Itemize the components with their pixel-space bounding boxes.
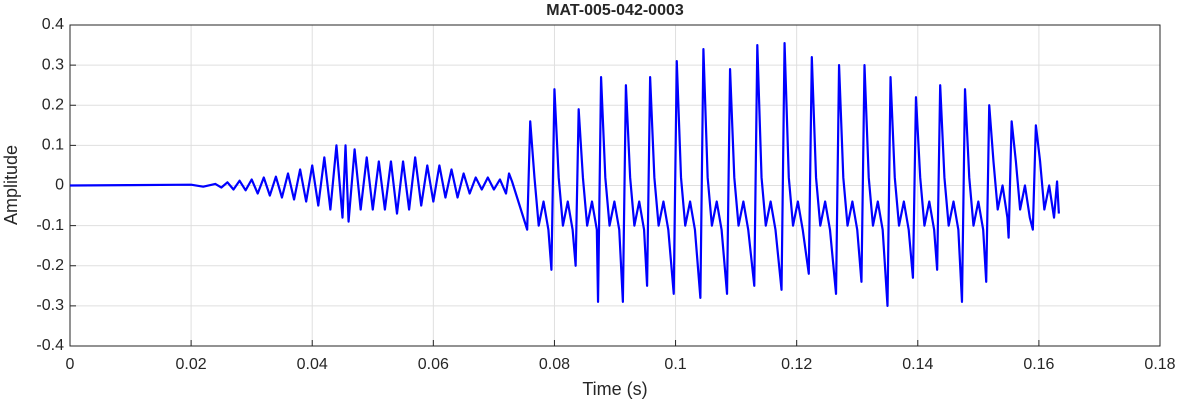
x-tick-label: 0.14	[902, 356, 933, 373]
chart-title: MAT-005-042-0003	[546, 2, 684, 19]
x-tick-label: 0.18	[1144, 356, 1175, 373]
y-tick-label: 0.1	[42, 137, 64, 154]
x-tick-label: 0.06	[418, 356, 449, 373]
x-tick-label: 0.12	[781, 356, 812, 373]
x-axis-label: Time (s)	[582, 379, 647, 399]
y-tick-label: 0	[55, 177, 64, 194]
x-tick-label: 0.04	[297, 356, 328, 373]
waveform-line	[69, 41, 1060, 307]
x-tick-label: 0	[66, 356, 75, 373]
y-tick-label: 0.3	[42, 56, 64, 73]
y-tick-label: -0.4	[36, 337, 64, 354]
y-tick-label: -0.2	[36, 257, 64, 274]
y-tick-label: 0.4	[42, 16, 64, 33]
x-tick-label: 0.16	[1023, 356, 1054, 373]
y-tick-label: -0.3	[36, 297, 64, 314]
y-axis-label: Amplitude	[1, 145, 21, 225]
x-tick-label: 0.1	[664, 356, 686, 373]
x-tick-label: 0.08	[539, 356, 570, 373]
x-tick-label: 0.02	[176, 356, 207, 373]
y-tick-label: 0.2	[42, 96, 64, 113]
y-tick-label: -0.1	[36, 217, 64, 234]
